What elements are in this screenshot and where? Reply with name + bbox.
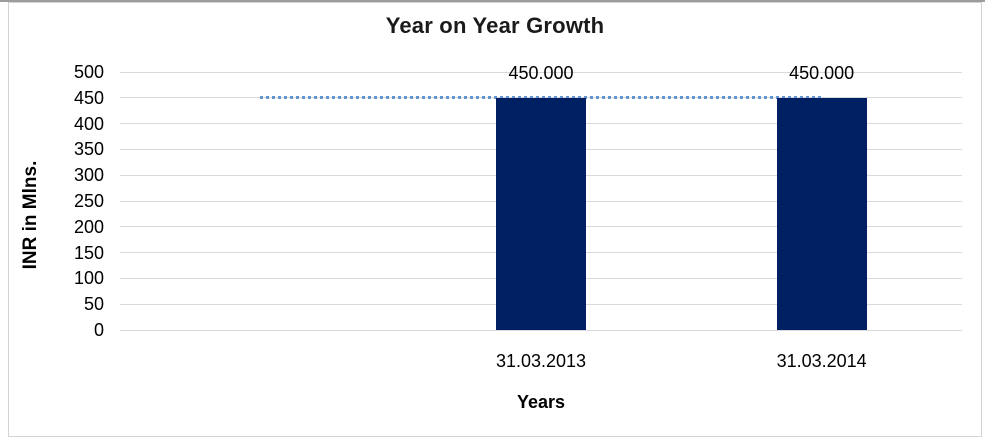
y-tick-label-300: 300 — [73, 165, 104, 186]
y-tick-label-350: 350 — [73, 139, 104, 160]
y-tick-label-200: 200 — [73, 216, 104, 237]
chart-title: Year on Year Growth — [385, 13, 605, 38]
y-tick-label-250: 250 — [73, 191, 104, 211]
bar-data-label-31.03.2014: 450.000 — [789, 62, 855, 83]
x-tick-label-31.03.2013: 31.03.2013 — [495, 351, 587, 371]
gridline-y-500 — [120, 71, 962, 73]
bar-31.03.2013 — [496, 97, 586, 330]
y-tick-label-0: 0 — [93, 320, 104, 340]
y-tick-label-50: 50 — [83, 294, 104, 315]
x-axis-title: Years — [516, 392, 566, 412]
y-tick-label-150: 150 — [73, 242, 104, 263]
y-tick-label-100: 100 — [73, 268, 104, 289]
bar-31.03.2014 — [776, 97, 867, 330]
bar-data-label-31.03.2013: 450.000 — [508, 62, 574, 83]
x-tick-label-31.03.2014: 31.03.2014 — [776, 351, 867, 371]
y-tick-label-500: 500 — [73, 62, 104, 82]
y-tick-label-400: 400 — [73, 113, 104, 134]
plot-area — [120, 71, 962, 331]
top-rule-divider — [0, 0, 985, 2]
y-tick-label-450: 450 — [73, 87, 104, 108]
gridline-y-0 — [120, 329, 962, 331]
